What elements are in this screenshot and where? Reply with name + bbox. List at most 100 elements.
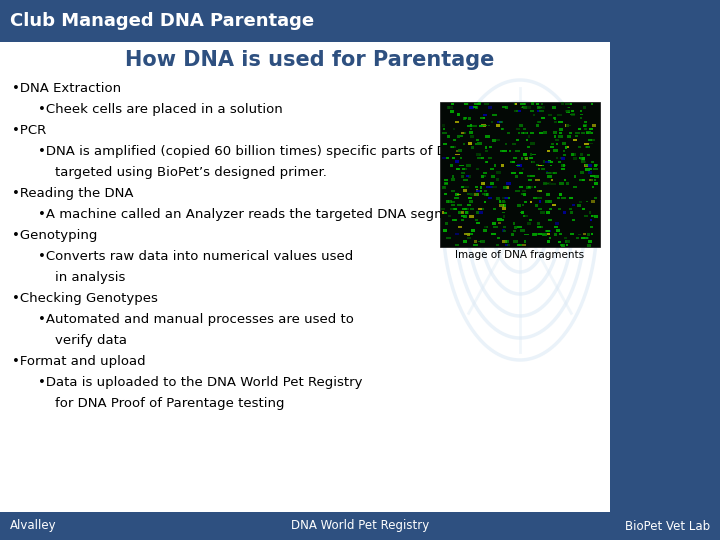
Bar	[464, 103, 469, 105]
Bar	[467, 233, 469, 236]
Bar	[521, 132, 523, 133]
Bar	[480, 153, 482, 156]
Bar	[455, 193, 459, 195]
Bar	[570, 103, 572, 105]
Bar	[590, 179, 593, 181]
Bar	[554, 117, 556, 119]
Bar	[552, 204, 556, 206]
Bar	[588, 171, 592, 174]
Bar	[583, 237, 588, 239]
Bar	[571, 153, 574, 156]
Bar	[582, 161, 586, 163]
Bar	[583, 121, 587, 123]
Bar	[455, 160, 459, 163]
Bar	[554, 233, 557, 236]
Bar	[564, 110, 570, 112]
Bar	[559, 157, 563, 159]
Bar	[550, 165, 552, 166]
Bar	[458, 150, 462, 152]
Bar	[546, 240, 549, 243]
Text: •Format and upload: •Format and upload	[12, 355, 145, 368]
Bar	[472, 229, 475, 232]
Bar	[448, 215, 451, 217]
Bar	[443, 129, 445, 130]
Bar	[527, 176, 530, 177]
Bar	[472, 146, 474, 148]
Bar	[500, 164, 504, 167]
Bar	[500, 204, 503, 206]
Bar	[482, 208, 484, 210]
Bar	[559, 240, 561, 242]
Bar	[594, 183, 598, 185]
Bar	[505, 106, 508, 109]
Bar	[546, 150, 550, 152]
Bar	[464, 103, 467, 105]
Text: Image of DNA fragments: Image of DNA fragments	[456, 250, 585, 260]
Bar	[567, 240, 570, 243]
Bar	[593, 215, 595, 218]
Bar	[564, 240, 567, 243]
Bar	[481, 175, 485, 178]
Bar	[561, 103, 564, 105]
Bar	[556, 157, 558, 159]
Bar	[566, 110, 570, 112]
Bar	[531, 103, 534, 105]
Bar	[510, 161, 515, 163]
Text: DNA World Pet Registry: DNA World Pet Registry	[291, 519, 429, 532]
Bar	[523, 106, 527, 109]
Bar	[500, 129, 503, 130]
Bar	[540, 226, 543, 228]
Bar	[595, 165, 598, 166]
Bar	[488, 106, 492, 109]
Bar	[533, 114, 536, 116]
Bar	[539, 200, 541, 203]
Bar	[538, 165, 542, 166]
Bar	[536, 103, 539, 105]
Bar	[478, 241, 481, 242]
Bar	[591, 103, 593, 105]
Bar	[585, 146, 588, 148]
Bar	[579, 158, 581, 159]
Bar	[480, 117, 485, 119]
Bar	[533, 197, 537, 199]
Bar	[516, 165, 521, 166]
Bar	[456, 244, 459, 246]
Bar	[477, 103, 480, 105]
Bar	[572, 205, 575, 206]
Bar	[514, 103, 517, 105]
Bar	[453, 208, 456, 210]
Bar	[477, 190, 480, 192]
Bar	[443, 230, 447, 232]
Bar	[570, 132, 572, 133]
Bar	[514, 110, 518, 112]
Bar	[546, 172, 551, 174]
Bar	[490, 121, 493, 123]
Bar	[450, 110, 454, 112]
Bar	[518, 186, 523, 188]
Bar	[470, 129, 472, 130]
Bar	[459, 211, 462, 214]
Bar	[527, 106, 531, 109]
Bar	[590, 226, 593, 228]
Bar	[589, 179, 593, 181]
Bar	[572, 219, 575, 221]
Bar	[581, 160, 585, 163]
Bar	[564, 179, 566, 181]
Bar	[580, 117, 582, 119]
Bar	[542, 168, 546, 170]
Bar	[513, 230, 516, 232]
Bar	[474, 143, 477, 145]
Bar	[526, 215, 528, 217]
Bar	[488, 125, 490, 126]
Bar	[459, 165, 464, 166]
Bar	[442, 132, 446, 134]
Bar	[467, 237, 471, 239]
Bar	[529, 157, 533, 159]
Bar	[451, 175, 454, 178]
Bar	[455, 153, 460, 156]
Bar	[538, 207, 542, 210]
Text: •Checking Genotypes: •Checking Genotypes	[12, 292, 158, 305]
Bar	[518, 226, 522, 228]
Bar	[453, 139, 456, 141]
Bar	[557, 113, 562, 116]
